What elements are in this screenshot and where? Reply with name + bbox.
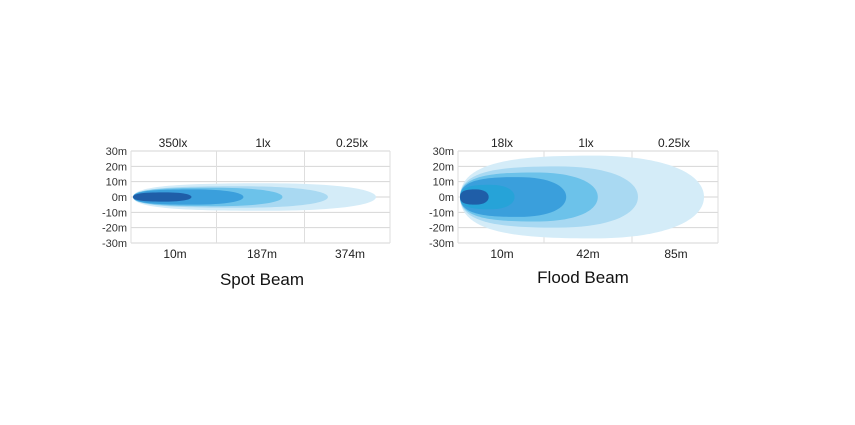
spot-y-tick-label: -20m — [102, 223, 127, 235]
flood-y-tick-label: 20m — [433, 161, 454, 173]
spot-y-tick-label: 10m — [106, 177, 127, 189]
flood-y-tick-label: 30m — [433, 146, 454, 158]
spot-beam-zone-5 — [133, 192, 192, 202]
spot-y-tick-label: -30m — [102, 238, 127, 250]
spot-y-tick-label: 0m — [112, 192, 127, 204]
flood-y-tick-label: -20m — [429, 223, 454, 235]
spot-distance-label: 374m — [335, 247, 365, 261]
flood-y-tick-label: -10m — [429, 207, 454, 219]
flood-y-tick-label: -30m — [429, 238, 454, 250]
flood-lux-label: 18lx — [491, 136, 513, 150]
flood-chart-title: Flood Beam — [537, 268, 629, 287]
flood-lux-label: 0.25lx — [658, 136, 690, 150]
spot-y-tick-label: 20m — [106, 161, 127, 173]
flood-beam-zone-6 — [460, 189, 489, 205]
spot-y-tick-label: -10m — [102, 207, 127, 219]
spot-lux-label: 0.25lx — [336, 136, 368, 150]
flood-lux-label: 1lx — [578, 136, 593, 150]
flood-distance-label: 42m — [576, 247, 599, 261]
flood-y-tick-label: 0m — [439, 192, 454, 204]
flood-distance-label: 10m — [490, 247, 513, 261]
flood-y-tick-label: 10m — [433, 177, 454, 189]
spot-chart-title: Spot Beam — [220, 270, 304, 289]
flood-distance-label: 85m — [664, 247, 687, 261]
spot-distance-label: 10m — [163, 247, 186, 261]
spot-y-tick-label: 30m — [106, 146, 127, 158]
spot-distance-label: 187m — [247, 247, 277, 261]
spot-lux-label: 350lx — [159, 136, 188, 150]
spot-lux-label: 1lx — [255, 136, 270, 150]
